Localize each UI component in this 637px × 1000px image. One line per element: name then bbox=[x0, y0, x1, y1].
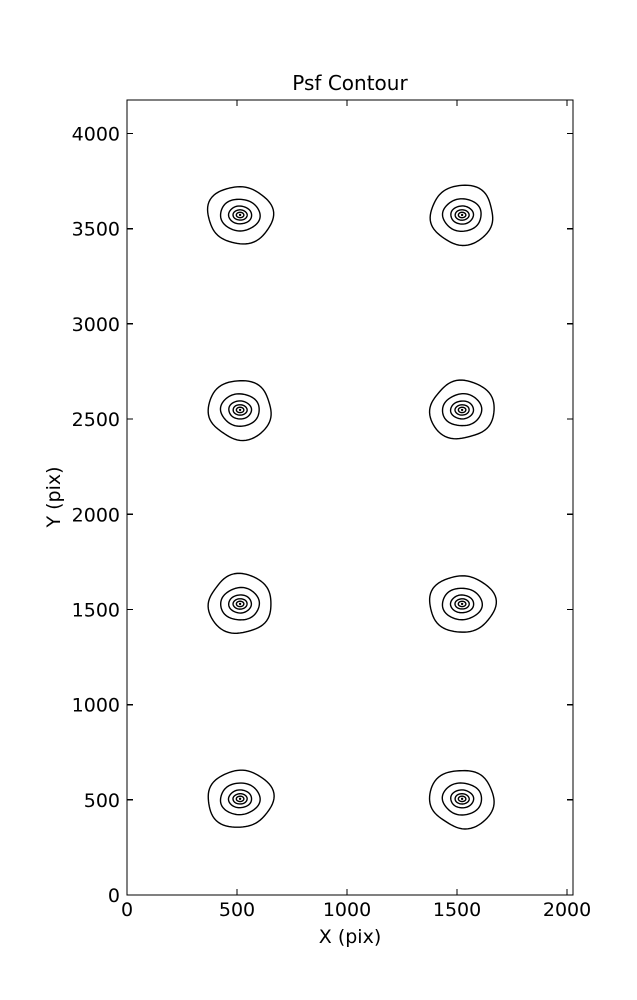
y-tick-label: 1500 bbox=[72, 599, 120, 621]
contour-lines bbox=[206, 184, 498, 830]
contour-center-dot bbox=[460, 408, 464, 412]
contour-center-dot bbox=[460, 602, 464, 606]
axis-ticks bbox=[126, 100, 573, 896]
contour-ring bbox=[449, 594, 475, 614]
contour-ring bbox=[235, 211, 245, 219]
contour-center-dot bbox=[238, 797, 242, 801]
y-tick-label: 2500 bbox=[72, 409, 120, 431]
contour-ring bbox=[428, 575, 498, 633]
contour-center-dot bbox=[238, 408, 242, 412]
contour-ring bbox=[219, 198, 261, 232]
y-tick-label: 4000 bbox=[72, 124, 120, 146]
contour-ring bbox=[454, 209, 470, 221]
contour-ring bbox=[227, 789, 253, 809]
contour-ring bbox=[207, 572, 272, 634]
contour-ring bbox=[207, 769, 275, 828]
contour-ring bbox=[207, 380, 272, 442]
contour-ring bbox=[457, 600, 467, 608]
contour-ring bbox=[228, 594, 253, 614]
y-tick-label: 0 bbox=[108, 885, 120, 907]
contour-ring bbox=[232, 404, 248, 416]
x-tick-labels: 0 500 1000 1500 2000 bbox=[121, 899, 591, 921]
x-tick-label: 1000 bbox=[323, 899, 371, 921]
contour-ring bbox=[232, 598, 248, 610]
contour-ring bbox=[457, 795, 467, 803]
contour-ring bbox=[454, 793, 470, 805]
contour-center-dot bbox=[460, 213, 464, 217]
contour-center-dot bbox=[238, 602, 242, 606]
plot-border bbox=[126, 99, 574, 896]
contour-ring bbox=[219, 393, 260, 427]
x-tick-label: 1500 bbox=[433, 899, 481, 921]
contour-ring bbox=[235, 600, 245, 608]
y-axis-label: Y (pix) bbox=[43, 466, 65, 528]
contour-ring bbox=[428, 379, 495, 440]
contour-ring bbox=[441, 198, 482, 233]
y-tick-label: 3500 bbox=[72, 219, 120, 241]
contour-center-dot bbox=[460, 797, 464, 801]
contour-ring bbox=[441, 587, 483, 621]
contour-ring bbox=[449, 400, 475, 420]
contour-ring bbox=[450, 205, 475, 225]
y-tick-labels: 0 500 1000 1500 2000 2500 3000 3500 4000 bbox=[72, 124, 120, 907]
contour-ring bbox=[429, 184, 494, 247]
contour-ring bbox=[454, 404, 470, 416]
y-tick-label: 2000 bbox=[72, 504, 120, 526]
contour-ring bbox=[441, 392, 483, 427]
contour-ring bbox=[219, 782, 261, 816]
contour-center-dot bbox=[238, 213, 242, 217]
x-tick-label: 2000 bbox=[543, 899, 591, 921]
contour-ring bbox=[457, 211, 467, 219]
contour-ring bbox=[235, 795, 245, 803]
contour-ring bbox=[232, 793, 248, 805]
contour-ring bbox=[450, 789, 475, 809]
contour-ring bbox=[206, 186, 275, 245]
y-tick-label: 500 bbox=[84, 790, 120, 812]
contour-ring bbox=[227, 205, 253, 225]
contour-ring bbox=[232, 209, 248, 221]
y-tick-label: 1000 bbox=[72, 695, 120, 717]
contour-ring bbox=[457, 406, 467, 414]
contour-ring bbox=[219, 586, 261, 621]
x-tick-label: 500 bbox=[219, 899, 255, 921]
contour-ring bbox=[441, 782, 483, 816]
x-axis-label: X (pix) bbox=[319, 926, 381, 948]
contour-ring bbox=[235, 406, 245, 414]
y-tick-label: 3000 bbox=[72, 314, 120, 336]
contour-ring bbox=[228, 400, 253, 420]
chart-title: Psf Contour bbox=[292, 71, 408, 95]
contour-ring bbox=[454, 598, 470, 610]
x-tick-label: 0 bbox=[121, 899, 133, 921]
contour-ring bbox=[428, 769, 495, 830]
